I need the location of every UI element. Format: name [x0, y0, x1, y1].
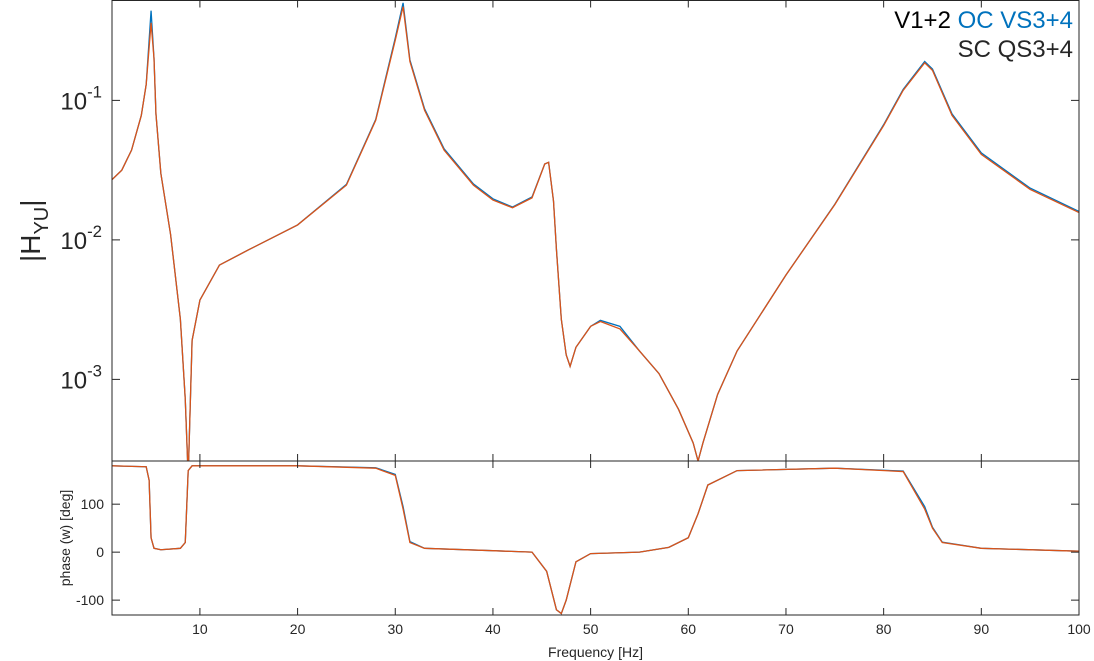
x-tick-label: 60	[681, 621, 697, 637]
x-tick-label: 50	[583, 621, 599, 637]
x-tick-label: 70	[778, 621, 794, 637]
ylabel-part: |H	[15, 235, 46, 263]
x-tick-label: 20	[290, 621, 306, 637]
axes-background	[112, 461, 1079, 615]
tick-exponent: -2	[87, 222, 102, 241]
tick-exponent: -3	[87, 361, 102, 380]
ylabel-subscript: YU	[31, 207, 53, 235]
tick-base: 10	[60, 228, 87, 255]
y-axis-label: phase (w) [deg]	[57, 490, 73, 587]
tick-base: 10	[60, 88, 87, 115]
legend-label: OC VS3+4	[958, 7, 1073, 34]
y-tick-label: 10-2	[60, 222, 102, 255]
legend-annotation: V1+2	[894, 7, 951, 34]
y-tick-label: 10-1	[60, 82, 102, 115]
x-tick-label: 80	[876, 621, 892, 637]
x-tick-label: 90	[974, 621, 990, 637]
y-tick-label: 10-3	[60, 361, 102, 394]
x-tick-label: 100	[1067, 621, 1091, 637]
x-tick-label: 10	[192, 621, 208, 637]
y-tick-label: 100	[81, 496, 105, 512]
series-line	[112, 6, 1079, 461]
y-tick-label: -100	[76, 592, 104, 608]
legend-label: SC QS3+4	[958, 36, 1073, 63]
y-tick-label: 0	[96, 544, 104, 560]
y-axis-label: |HYU|	[15, 199, 53, 262]
axes-background	[112, 0, 1079, 461]
series-line	[112, 465, 1079, 615]
ylabel-part: |	[15, 199, 46, 206]
x-tick-label: 40	[485, 621, 501, 637]
x-axis-label: Frequency [Hz]	[548, 644, 643, 660]
x-tick-label: 30	[387, 621, 403, 637]
axes-box	[111, 460, 1080, 616]
tick-base: 10	[60, 367, 87, 394]
legend-entry: V1+2 OC VS3+4	[894, 7, 1073, 34]
tick-exponent: -1	[87, 82, 102, 101]
